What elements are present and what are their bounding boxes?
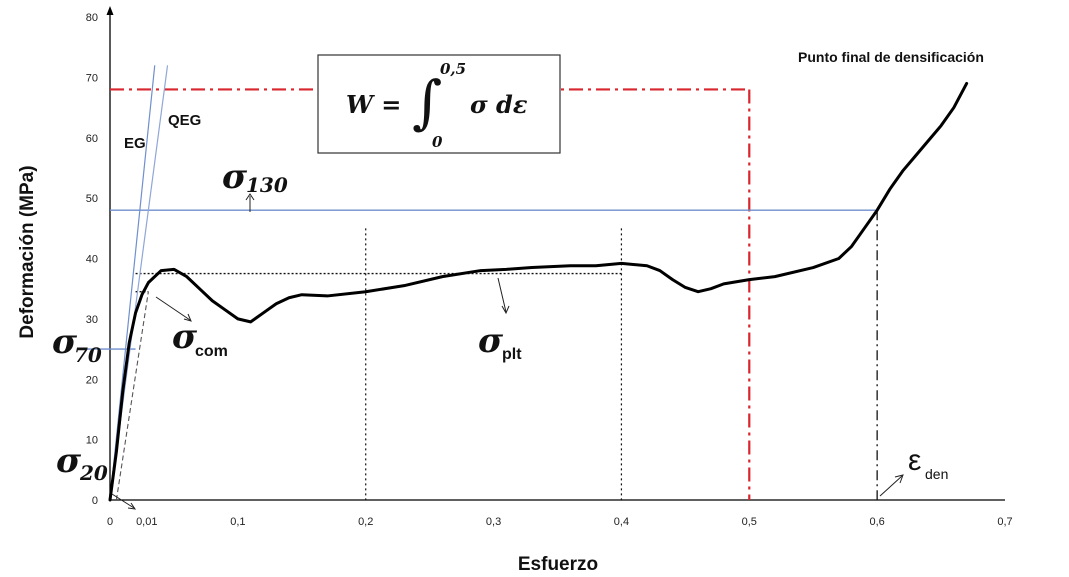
sigma-plt-arrow-icon <box>497 277 507 313</box>
formula-upper-limit: 0,5 <box>440 60 466 78</box>
sigma-20-symbol: σ <box>56 441 82 481</box>
epsilon-den-subscript: den <box>925 466 948 482</box>
x-tick-label: 0,1 <box>230 516 245 528</box>
y-axis-arrow-icon <box>106 6 114 15</box>
qeg-label: QEG <box>168 112 201 129</box>
x-ticks: 0 0,01 0,1 0,2 0,3 0,4 0,5 0,6 0,7 <box>107 516 1013 528</box>
sigma-20-label: σ 20 <box>56 441 108 485</box>
offset-dashed-line <box>115 291 149 501</box>
epsilon-den-symbol: ε <box>908 444 921 477</box>
y-tick-label: 20 <box>86 374 98 386</box>
eg-label: EG <box>124 135 146 152</box>
y-tick-label: 60 <box>86 133 98 145</box>
origin-arrow-icon <box>111 493 135 509</box>
sigma-plt-arrowhead-icon <box>501 305 510 315</box>
sigma-130-subscript: 130 <box>246 173 288 197</box>
sigma-com-label: σ com <box>172 317 228 360</box>
x-tick-label: 0,4 <box>614 516 629 528</box>
sigma-plt-label: σ plt <box>478 321 522 363</box>
sigma-com-arrow-icon <box>155 296 191 321</box>
sigma-130-arrowhead-icon <box>245 193 255 201</box>
formula-lower-limit: 0 <box>432 133 443 151</box>
sigma-130-symbol: σ <box>222 157 248 197</box>
epsilon-den-arrowhead-icon <box>894 474 904 484</box>
sigma-70-symbol: σ <box>52 322 78 362</box>
sigma-20-subscript: 20 <box>79 461 108 485</box>
y-tick-label: 0 <box>92 495 98 507</box>
origin-arrowhead-icon <box>127 502 137 510</box>
y-tick-label: 10 <box>86 435 98 447</box>
y-tick-label: 40 <box>86 254 98 266</box>
epsilon-den-label: ε den <box>908 444 948 482</box>
x-tick-label: 0,5 <box>742 516 757 528</box>
x-tick-label: 0,2 <box>358 516 373 528</box>
sigma-70-label: σ 70 <box>52 322 102 367</box>
formula-integrand: σ dε <box>470 90 528 119</box>
series <box>108 81 969 502</box>
sigma-plt-subscript: plt <box>502 346 522 363</box>
y-tick-label: 80 <box>86 12 98 24</box>
x-tick-label: 0,7 <box>997 516 1012 528</box>
x-tick-label: 0,01 <box>136 516 157 528</box>
x-tick-label: 0,3 <box>486 516 501 528</box>
x-axis-title: Esfuerzo <box>518 554 598 575</box>
x-tick-label: 0 <box>107 516 113 528</box>
axes <box>106 6 1005 501</box>
y-tick-label: 30 <box>86 314 98 326</box>
densification-label: Punto final de densificación <box>798 49 984 65</box>
y-tick-label: 50 <box>86 193 98 205</box>
y-axis-title: Deformación (MPa) <box>17 165 38 338</box>
sigma-70-subscript: 70 <box>74 343 102 367</box>
sigma-com-subscript: com <box>195 343 228 360</box>
integral-sign-icon: ∫ <box>412 68 442 136</box>
formula-lhs: W = <box>346 90 401 119</box>
formula-box: W = ∫ 0,5 0 σ dε <box>317 54 561 154</box>
epsilon-den-arrow-icon <box>879 475 903 497</box>
sigma-130-label: σ 130 <box>222 157 288 197</box>
y-tick-label: 70 <box>86 72 98 84</box>
x-tick-label: 0,6 <box>869 516 884 528</box>
sigma-plt-symbol: σ <box>478 321 504 361</box>
stress-strain-curve <box>108 81 969 502</box>
sigma-com-symbol: σ <box>172 317 198 357</box>
sigma-com-arrowhead-icon <box>183 313 192 322</box>
formula-frame <box>317 54 561 154</box>
y-ticks: 0 10 20 30 40 50 60 70 80 <box>86 12 98 507</box>
